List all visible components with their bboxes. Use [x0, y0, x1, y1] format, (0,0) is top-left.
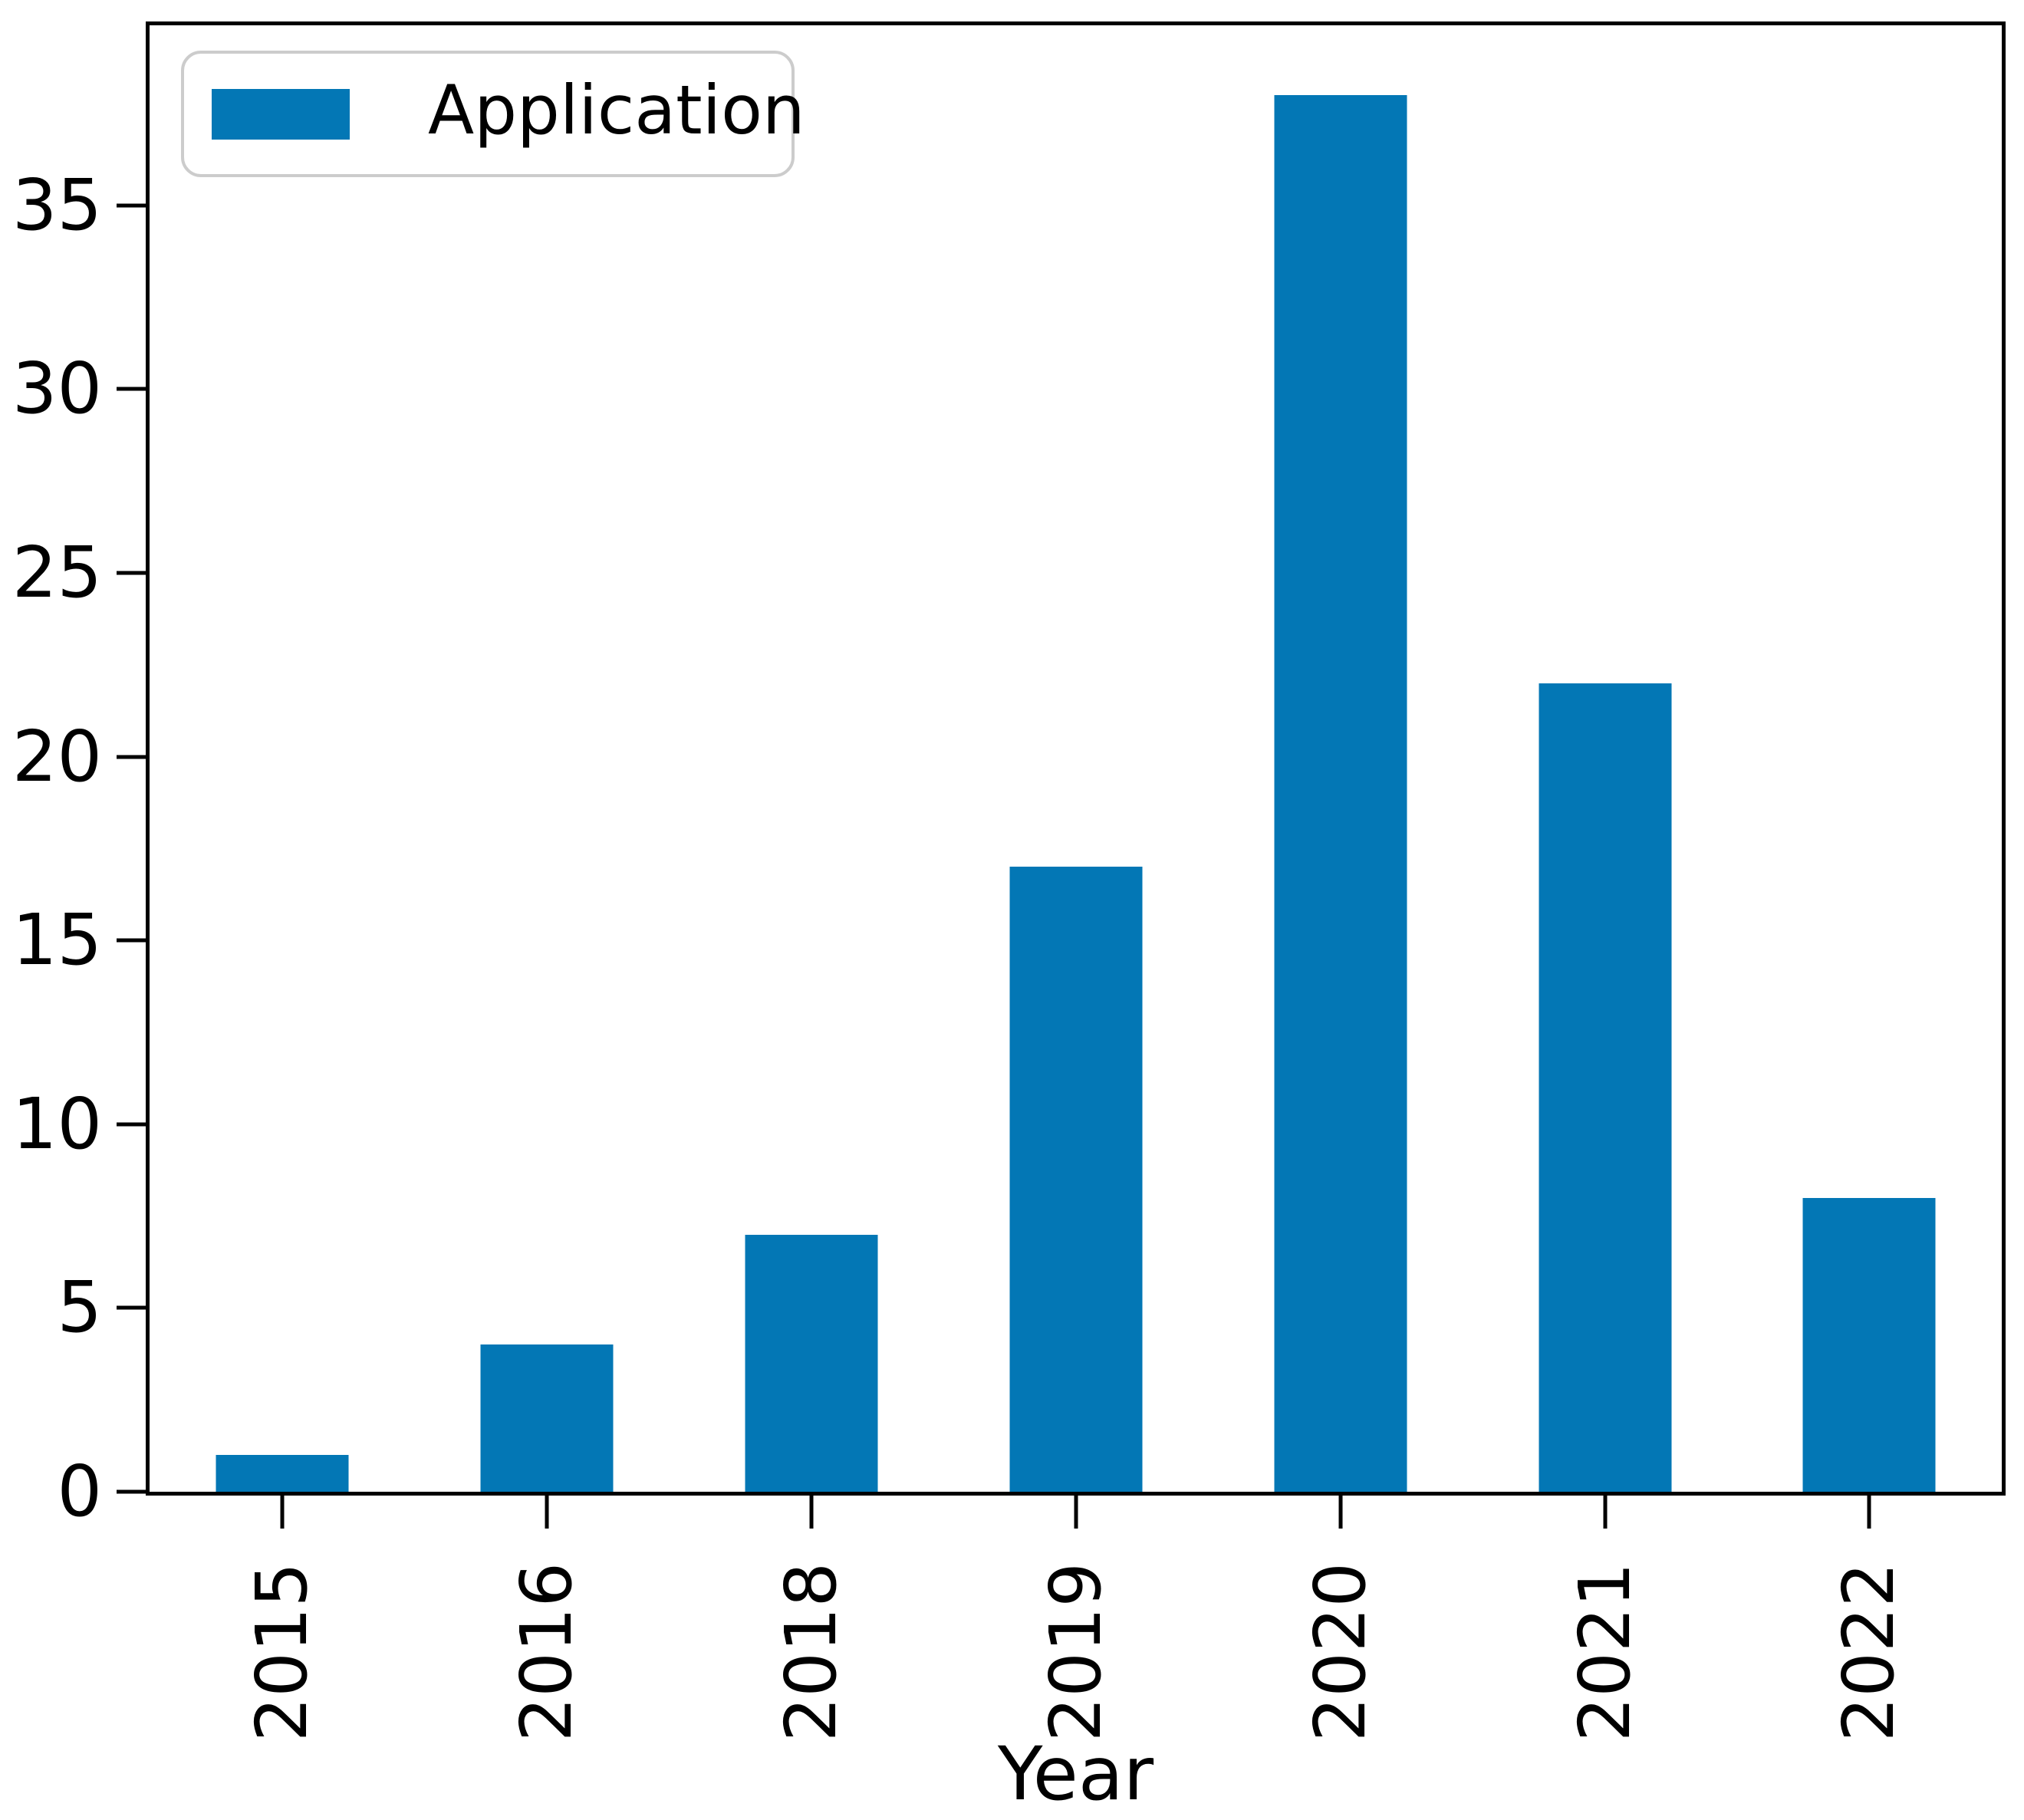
bar-2022	[1802, 1197, 1936, 1492]
x-tick-label-2018: 2018	[769, 1562, 852, 1743]
y-tick-mark-30	[117, 387, 150, 391]
y-tick-label-5: 5	[57, 1266, 102, 1349]
x-tick-label-text: 2020	[1298, 1562, 1381, 1743]
y-tick-label-15: 15	[12, 899, 102, 982]
x-tick-label-2019: 2019	[1034, 1562, 1117, 1743]
x-tick-label-text: 2022	[1828, 1562, 1910, 1743]
x-tick-mark-2020	[1338, 1496, 1342, 1529]
bar-2018	[745, 1234, 877, 1492]
x-tick-label-2021: 2021	[1563, 1562, 1646, 1743]
x-axis-title: Year	[997, 1731, 1154, 1817]
y-tick-mark-15	[117, 938, 150, 943]
y-tick-label-10: 10	[12, 1082, 102, 1165]
y-tick-mark-10	[117, 1122, 150, 1127]
x-tick-mark-2021	[1603, 1496, 1607, 1529]
y-tick-mark-5	[117, 1305, 150, 1310]
x-tick-label-text: 2015	[240, 1562, 323, 1743]
x-tick-mark-2015	[280, 1496, 284, 1529]
y-tick-label-30: 30	[12, 347, 102, 430]
bar-2016	[480, 1344, 613, 1492]
x-tick-mark-2022	[1867, 1496, 1871, 1529]
x-tick-mark-2018	[809, 1496, 813, 1529]
x-tick-label-2015: 2015	[240, 1562, 323, 1743]
bar-2021	[1539, 683, 1671, 1492]
bar-2020	[1274, 95, 1407, 1492]
y-tick-mark-0	[117, 1489, 150, 1494]
bar-2019	[1009, 867, 1142, 1492]
x-tick-mark-2019	[1074, 1496, 1078, 1529]
x-tick-mark-2016	[545, 1496, 548, 1529]
y-tick-label-20: 20	[12, 715, 102, 798]
y-tick-mark-35	[117, 203, 150, 208]
bar-2015	[216, 1455, 348, 1492]
y-tick-label-0: 0	[57, 1450, 102, 1532]
y-tick-mark-20	[117, 755, 150, 759]
x-tick-label-2020: 2020	[1298, 1562, 1381, 1743]
x-tick-label-2016: 2016	[505, 1562, 587, 1743]
plot-area: Application 0 5 10 15 20 25 30 35 2015 2016 2018 20…	[12, 21, 2006, 1742]
y-tick-mark-25	[117, 571, 150, 575]
y-tick-label-25: 25	[12, 532, 102, 614]
x-tick-label-text: 2016	[505, 1562, 587, 1743]
x-tick-label-text: 2018	[769, 1562, 852, 1743]
legend-swatch	[212, 88, 350, 140]
x-tick-label-2022: 2022	[1828, 1562, 1910, 1743]
x-tick-label-text: 2019	[1034, 1562, 1117, 1743]
legend: Application	[181, 51, 805, 177]
legend-label: Application	[428, 70, 805, 150]
x-tick-label-text: 2021	[1563, 1562, 1646, 1743]
y-tick-label-35: 35	[12, 163, 102, 246]
